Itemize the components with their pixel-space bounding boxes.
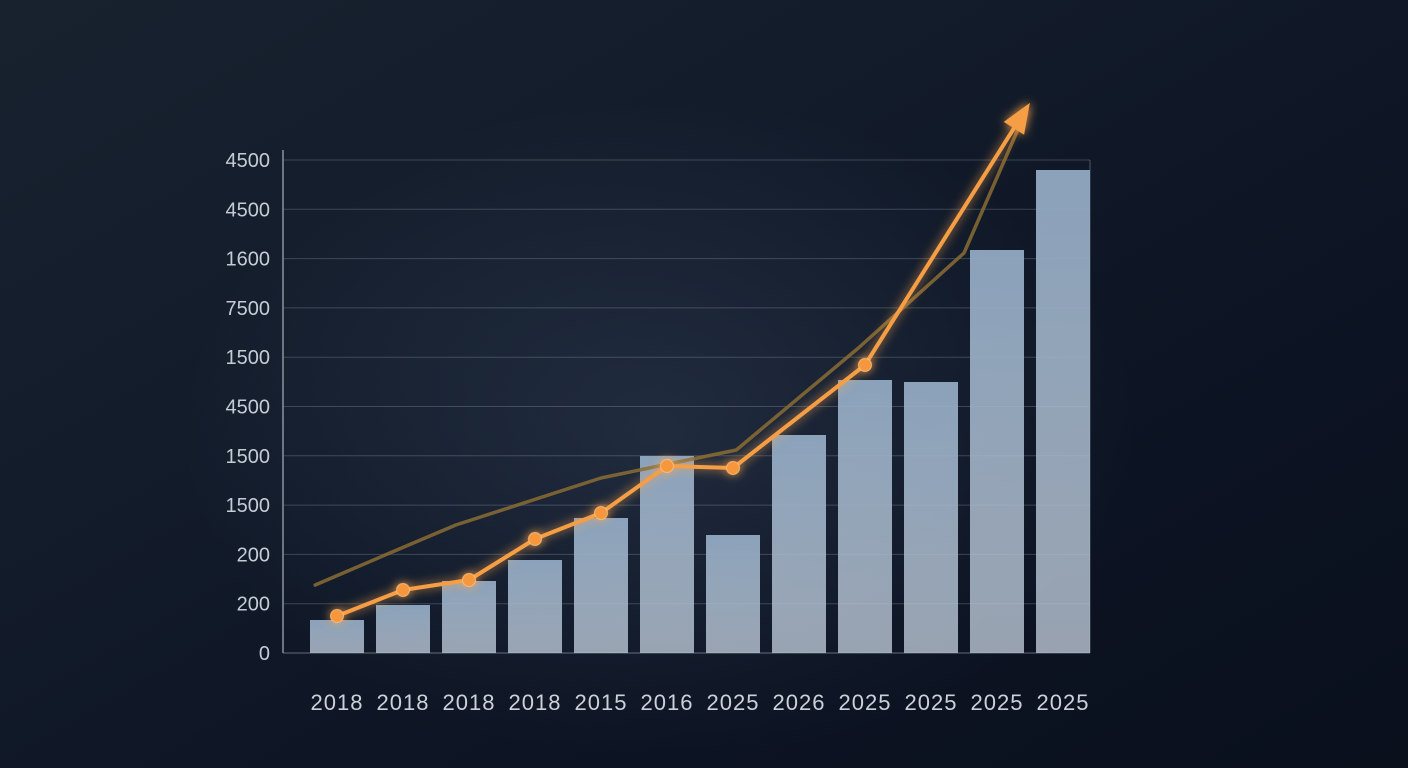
y-tick-label: 200 xyxy=(237,544,270,566)
x-category-label: 2018 xyxy=(509,690,562,715)
x-category-label: 2025 xyxy=(839,690,892,715)
bar-7 xyxy=(706,535,760,653)
line-marker xyxy=(527,531,543,547)
y-tick-label: 200 xyxy=(237,594,270,616)
x-category-label: 2025 xyxy=(905,690,958,715)
y-tick-label: 4500 xyxy=(226,199,271,221)
x-category-label: 2018 xyxy=(311,690,364,715)
bar-9 xyxy=(838,380,892,653)
y-tick-label: 4500 xyxy=(226,150,271,172)
bar-2 xyxy=(376,605,430,653)
arrow-head-icon xyxy=(1003,102,1030,135)
line-marker xyxy=(659,458,675,474)
y-tick-label: 1500 xyxy=(226,446,271,468)
x-category-label: 2018 xyxy=(443,690,496,715)
y-tick-label: 7500 xyxy=(226,298,271,320)
y-tick-label: 1600 xyxy=(226,249,271,271)
y-tick-label: 0 xyxy=(259,643,270,665)
x-category-label: 2018 xyxy=(377,690,430,715)
bar-12 xyxy=(1036,170,1090,653)
bar-10 xyxy=(904,382,958,653)
x-category-label: 2025 xyxy=(707,690,760,715)
x-category-label: 2025 xyxy=(1037,690,1090,715)
y-tick-label: 1500 xyxy=(226,347,271,369)
bar-5 xyxy=(574,518,628,653)
bar-3 xyxy=(442,581,496,653)
bar-6 xyxy=(640,456,694,653)
bar-11 xyxy=(970,250,1024,653)
bar-4 xyxy=(508,560,562,653)
y-tick-label: 1500 xyxy=(226,495,271,517)
line-marker xyxy=(857,357,873,373)
x-category-label: 2016 xyxy=(641,690,694,715)
x-category-label: 2015 xyxy=(575,690,628,715)
x-category-label: 2026 xyxy=(773,690,826,715)
y-tick-label: 4500 xyxy=(226,397,271,419)
line-marker xyxy=(725,460,741,476)
line-marker xyxy=(329,608,345,624)
bar-1 xyxy=(310,620,364,653)
background-haze xyxy=(180,100,1140,760)
line-marker xyxy=(395,582,411,598)
line-marker xyxy=(593,505,609,521)
x-category-label: 2025 xyxy=(971,690,1024,715)
bar-8 xyxy=(772,435,826,653)
line-marker xyxy=(461,572,477,588)
